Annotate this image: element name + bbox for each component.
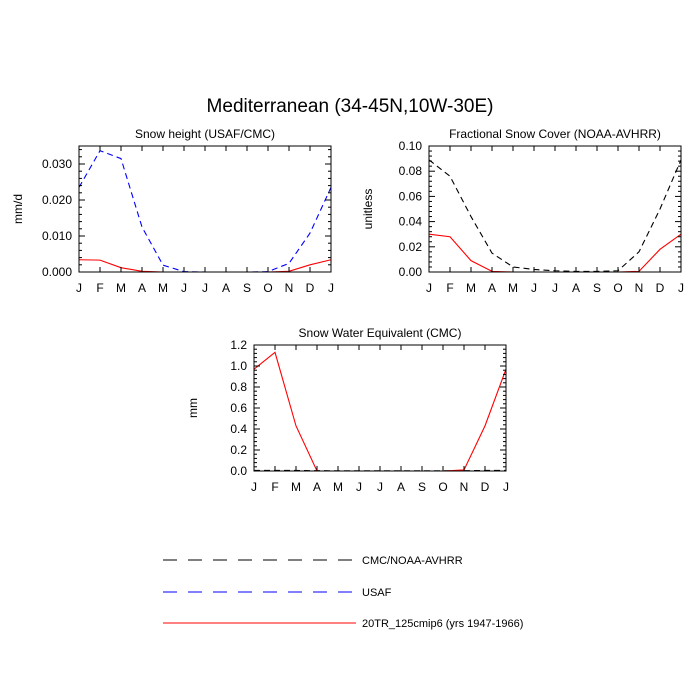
x-tick-label: F [96,281,103,295]
panel-title: Snow Water Equivalent (CMC) [299,326,462,340]
x-tick-label: O [438,480,447,494]
x-tick-label: A [222,281,230,295]
series-line-usaf [78,149,332,273]
x-tick-label: M [333,480,343,494]
x-tick-label: D [656,281,665,295]
y-axis-label: mm [186,398,200,418]
y-tick-label: 0.02 [399,240,423,254]
y-tick-label: 0.06 [399,189,423,203]
x-tick-label: J [503,480,509,494]
x-tick-label: J [356,480,362,494]
y-tick-label: 0.2 [230,443,247,457]
x-tick-label: M [158,281,168,295]
x-tick-label: F [446,281,453,295]
y-axis-label: mm/d [11,194,25,224]
x-tick-label: S [593,281,601,295]
x-tick-label: O [263,281,272,295]
series-line-20tr-125cmip6-yrs-1947-1966 [428,233,682,273]
y-tick-label: 0.6 [230,401,247,415]
panel-title: Fractional Snow Cover (NOAA-AVHRR) [449,127,661,141]
legend-item: CMC/NOAA-AVHRR [163,555,463,567]
y-tick-label: 0.010 [42,229,72,243]
x-tick-label: A [313,480,321,494]
chart-panel-3: Snow Water Equivalent (CMC)mmJ F M A M J J A S O N… [186,326,509,494]
figure-title: Mediterranean (34-45N,10W-30E) [207,96,494,117]
x-tick-label: M [291,480,301,494]
x-tick-label: O [613,281,622,295]
x-tick-label: N [635,281,644,295]
chart-panel-1: Snow height (USAF/CMC)mm/dJ F M A M J J A S O N D J0… [11,127,334,295]
x-tick-label: J [552,281,558,295]
x-tick-label: J [426,281,432,295]
y-tick-label: 0.10 [399,139,423,153]
series-line-20tr-125cmip6-yrs-1947-1966 [253,351,507,472]
y-axis-label: unitless [361,189,375,230]
y-tick-label: 0.000 [42,265,72,279]
x-tick-label: J [377,480,383,494]
x-tick-label: S [418,480,426,494]
chart-panels: Snow height (USAF/CMC)mm/dJ F M A M J J A S O N D J0… [11,127,684,494]
y-tick-label: 0.4 [230,422,247,436]
plot-frame [78,145,332,273]
x-tick-label: A [572,281,580,295]
x-tick-label: M [508,281,518,295]
legend-label: 20TR_125cmip6 (yrs 1947-1966) [362,618,523,630]
panel-title: Snow height (USAF/CMC) [135,127,275,141]
x-tick-label: D [481,480,490,494]
y-tick-label: 0.00 [399,265,423,279]
x-tick-label: J [202,281,208,295]
x-tick-label: N [460,480,469,494]
y-tick-label: 0.030 [42,157,72,171]
series-line-cmc-noaa-avhrr [428,159,682,272]
legend-label: CMC/NOAA-AVHRR [362,555,463,567]
legend-item: USAF [163,587,392,599]
x-tick-label: D [306,281,315,295]
y-tick-label: 0.08 [399,164,423,178]
y-tick-label: 1.2 [230,338,247,352]
x-tick-label: A [397,480,405,494]
x-tick-label: J [328,281,334,295]
legend-item: 20TR_125cmip6 (yrs 1947-1966) [163,618,523,630]
x-tick-label: J [531,281,537,295]
legend: CMC/NOAA-AVHRR USAF 20TR_125cmip6 (yrs 194… [163,555,523,630]
x-tick-label: S [243,281,251,295]
chart-panel-2: Fractional Snow Cover (NOAA-AVHRR) unitle… [361,127,684,295]
x-tick-label: J [76,281,82,295]
x-tick-label: N [285,281,294,295]
y-tick-label: 0.0 [230,464,247,478]
y-tick-label: 0.04 [399,215,423,229]
x-tick-label: J [251,480,257,494]
x-tick-label: F [271,480,278,494]
y-tick-label: 1.0 [230,359,247,373]
plot-frame [253,344,507,472]
x-tick-label: J [678,281,684,295]
y-tick-label: 0.020 [42,193,72,207]
x-tick-label: M [116,281,126,295]
x-tick-label: M [466,281,476,295]
y-tick-label: 0.8 [230,380,247,394]
x-tick-label: A [138,281,146,295]
x-tick-label: A [488,281,496,295]
legend-label: USAF [362,587,392,599]
x-tick-label: J [181,281,187,295]
